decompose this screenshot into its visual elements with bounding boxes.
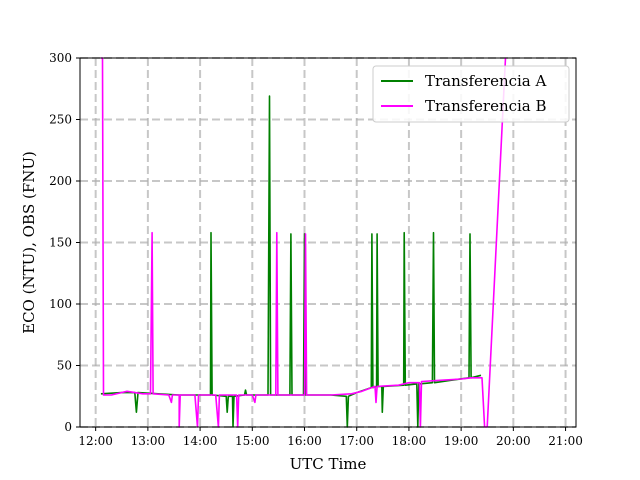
- x-tick-label: 15:00: [235, 434, 270, 448]
- x-tick-label: 21:00: [548, 434, 583, 448]
- legend-entry: Transferencia A: [425, 72, 547, 90]
- y-tick-label: 0: [64, 420, 72, 434]
- x-tick-label: 17:00: [339, 434, 374, 448]
- legend-entry: Transferencia B: [425, 97, 547, 115]
- y-axis-label: ECO (NTU), OBS (FNU): [20, 151, 38, 334]
- series-line-2: [100, 57, 507, 428]
- x-tick-label: 16:00: [287, 434, 322, 448]
- x-tick-label: 12:00: [78, 434, 113, 448]
- legend: Transferencia A Transferencia B: [372, 65, 570, 123]
- x-tick-label: 20:00: [496, 434, 531, 448]
- x-axis-label: UTC Time: [290, 455, 367, 473]
- series-line-1: [100, 95, 482, 428]
- x-tick-label: 18:00: [392, 434, 427, 448]
- legend-box: [372, 65, 570, 123]
- y-tick-label: 300: [49, 51, 72, 65]
- x-axis: 12:00 13:00 14:00 15:00 16:00 17:00 18:00 19:00…: [78, 427, 583, 448]
- y-tick-label: 50: [57, 359, 72, 373]
- y-tick-label: 250: [49, 113, 72, 127]
- y-tick-label: 150: [49, 236, 72, 250]
- series-layer: [100, 57, 507, 428]
- y-axis: 0 50 100 150 200 250 300: [49, 51, 80, 434]
- x-tick-label: 19:00: [444, 434, 479, 448]
- y-tick-label: 100: [49, 297, 72, 311]
- x-tick-label: 14:00: [183, 434, 218, 448]
- y-tick-label: 200: [49, 174, 72, 188]
- x-tick-label: 13:00: [131, 434, 166, 448]
